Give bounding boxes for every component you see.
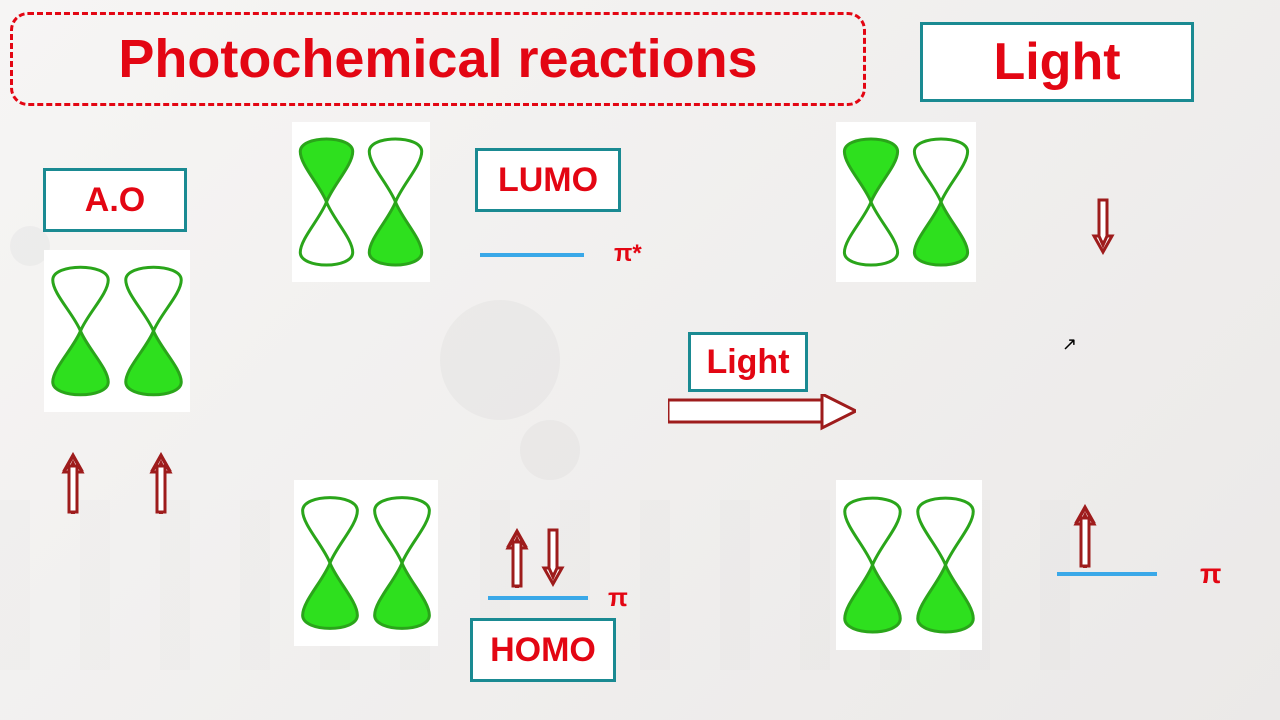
ao-orbitals <box>44 250 190 412</box>
lumo-left-orbitals <box>292 122 430 282</box>
title-text: Photochemical reactions <box>118 28 757 90</box>
ao-spin-up-2 <box>148 452 174 519</box>
light-arrow <box>668 394 856 441</box>
diagram-stage: Photochemical reactions Light A.O LUMO H… <box>0 0 1280 720</box>
pi-right-label: π <box>1200 558 1221 590</box>
excited-spin-down <box>1090 198 1116 261</box>
title-box: Photochemical reactions <box>10 12 866 106</box>
pi-star-label: π* <box>614 240 642 268</box>
lumo-box: LUMO <box>475 148 621 212</box>
pi-star-level <box>480 253 584 257</box>
homo-spin-down <box>540 528 566 593</box>
homo-spin-up <box>504 528 530 593</box>
pi-label: π <box>608 582 628 613</box>
homo-box: HOMO <box>470 618 616 682</box>
lumo-right-orbitals <box>836 122 976 282</box>
homo-right-orbitals <box>836 480 982 650</box>
mouse-cursor-icon: ↖ <box>1062 334 1077 355</box>
pi-level <box>488 596 588 600</box>
light-mid-box: Light <box>688 332 808 392</box>
light-big-box: Light <box>920 22 1194 102</box>
ao-box: A.O <box>43 168 187 232</box>
homo-left-orbitals <box>294 480 438 646</box>
ao-spin-up-1 <box>60 452 86 519</box>
excited-spin-up <box>1072 504 1098 573</box>
